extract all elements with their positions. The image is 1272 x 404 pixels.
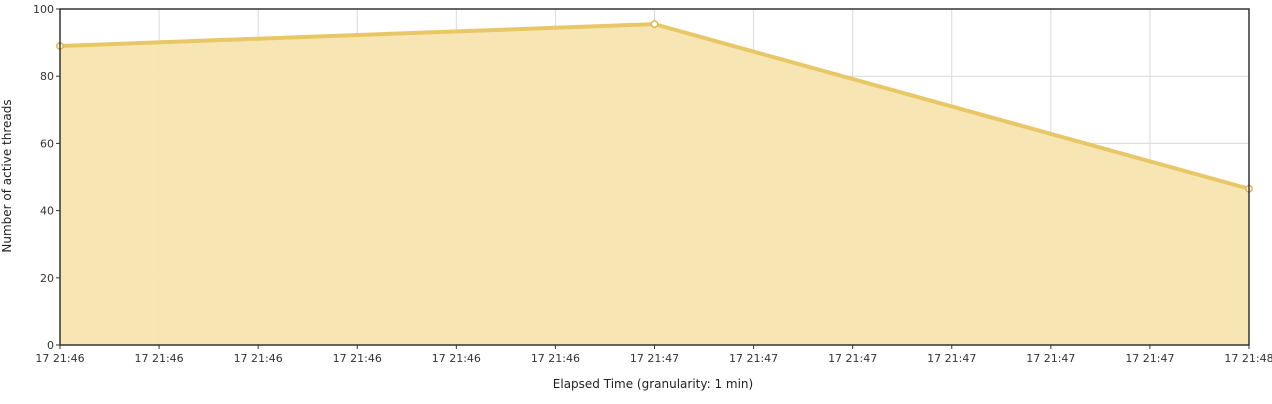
x-tick-label: 17 21:48 <box>1224 352 1272 365</box>
x-tick-label: 17 21:46 <box>35 352 84 365</box>
y-tick-label: 100 <box>33 3 54 16</box>
x-tick-label: 17 21:47 <box>729 352 778 365</box>
x-tick-label: 17 21:46 <box>432 352 481 365</box>
y-tick-label: 0 <box>47 339 54 352</box>
x-tick-label: 17 21:46 <box>531 352 580 365</box>
x-tick-label: 17 21:47 <box>1026 352 1075 365</box>
x-axis-title: Elapsed Time (granularity: 1 min) <box>553 377 753 391</box>
series-area-fill <box>60 24 1249 346</box>
y-axis-title: Number of active threads <box>0 99 14 252</box>
x-tick-label: 17 21:47 <box>927 352 976 365</box>
x-tick-label: 17 21:47 <box>828 352 877 365</box>
data-point[interactable] <box>650 20 659 29</box>
x-tick-label: 17 21:46 <box>234 352 283 365</box>
y-tick-label: 80 <box>40 70 54 83</box>
x-tick-label: 17 21:47 <box>630 352 679 365</box>
x-axis-ticks: 17 21:46 17 21:46 17 21:46 17 21:46 17 21:46… <box>35 345 1272 365</box>
y-tick-label: 40 <box>40 205 54 218</box>
y-tick-label: 20 <box>40 272 54 285</box>
y-tick-label: 60 <box>40 137 54 150</box>
x-tick-label: 17 21:46 <box>134 352 183 365</box>
y-axis-ticks: 0 20 40 60 80 100 <box>33 3 60 352</box>
x-tick-label: 17 21:47 <box>1125 352 1174 365</box>
x-tick-label: 17 21:46 <box>333 352 382 365</box>
